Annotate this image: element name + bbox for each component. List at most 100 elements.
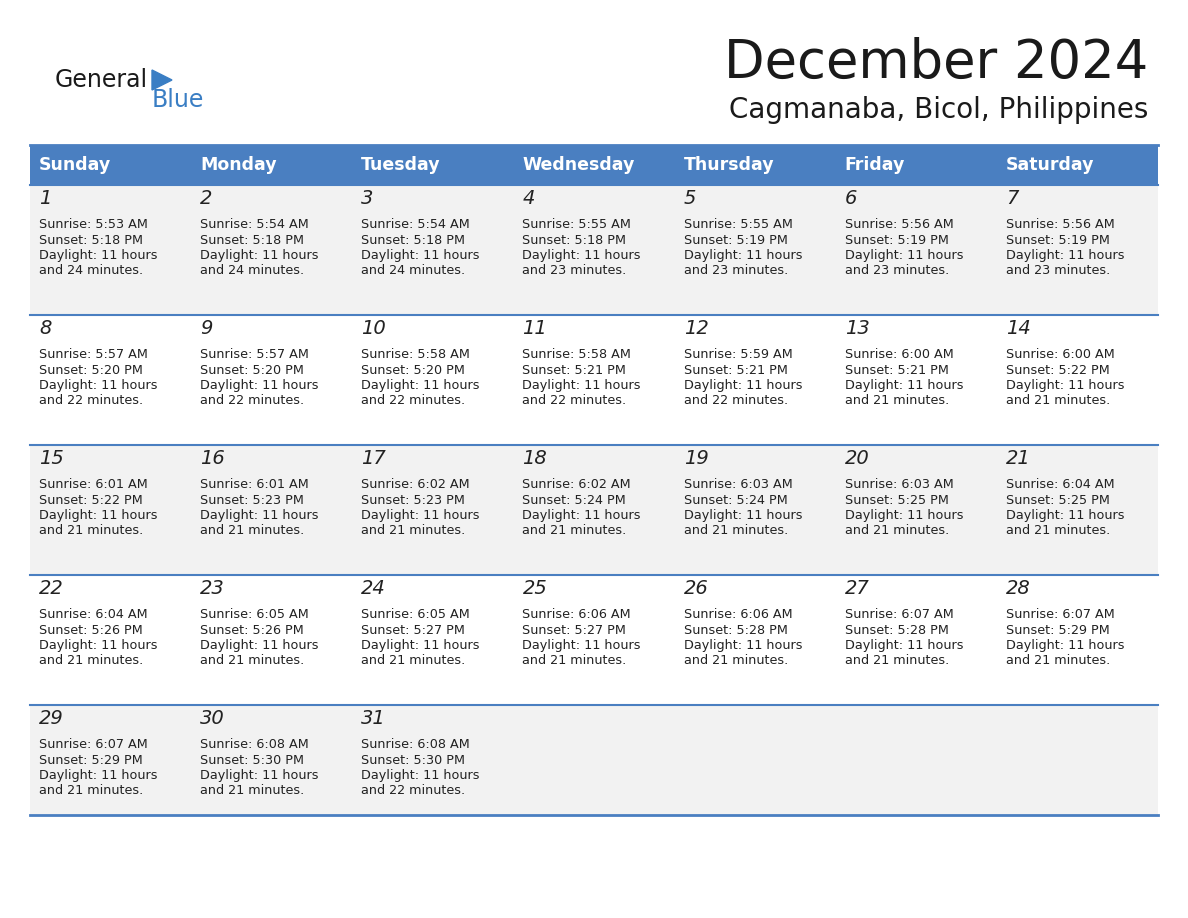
Text: and 21 minutes.: and 21 minutes. — [361, 655, 466, 667]
Text: 25: 25 — [523, 578, 548, 598]
Text: 11: 11 — [523, 319, 548, 338]
Text: Daylight: 11 hours: Daylight: 11 hours — [523, 509, 642, 522]
Text: Daylight: 11 hours: Daylight: 11 hours — [845, 379, 963, 392]
Text: 4: 4 — [523, 188, 535, 207]
Text: Daylight: 11 hours: Daylight: 11 hours — [39, 769, 158, 782]
Text: Sunset: 5:21 PM: Sunset: 5:21 PM — [683, 364, 788, 376]
Text: Sunrise: 6:00 AM: Sunrise: 6:00 AM — [845, 348, 954, 361]
Text: and 21 minutes.: and 21 minutes. — [845, 655, 949, 667]
Bar — [30, 315, 191, 445]
Bar — [513, 315, 675, 445]
Text: and 21 minutes.: and 21 minutes. — [1006, 655, 1110, 667]
Text: and 23 minutes.: and 23 minutes. — [845, 264, 949, 277]
Text: and 21 minutes.: and 21 minutes. — [200, 785, 304, 798]
Bar — [997, 315, 1158, 445]
Text: and 21 minutes.: and 21 minutes. — [1006, 524, 1110, 538]
Text: Saturday: Saturday — [1006, 156, 1094, 174]
Text: Sunset: 5:29 PM: Sunset: 5:29 PM — [1006, 623, 1110, 636]
Text: 19: 19 — [683, 449, 708, 467]
Text: 28: 28 — [1006, 578, 1031, 598]
Text: and 24 minutes.: and 24 minutes. — [200, 264, 304, 277]
Text: Sunrise: 6:07 AM: Sunrise: 6:07 AM — [39, 738, 147, 751]
Text: Sunset: 5:18 PM: Sunset: 5:18 PM — [361, 233, 466, 247]
Text: and 21 minutes.: and 21 minutes. — [200, 655, 304, 667]
Bar — [191, 575, 353, 705]
Bar — [30, 145, 191, 185]
Text: Wednesday: Wednesday — [523, 156, 634, 174]
Text: Sunset: 5:20 PM: Sunset: 5:20 PM — [361, 364, 466, 376]
Text: Cagmanaba, Bicol, Philippines: Cagmanaba, Bicol, Philippines — [728, 96, 1148, 124]
Text: Sunset: 5:25 PM: Sunset: 5:25 PM — [1006, 494, 1110, 507]
Text: Sunset: 5:20 PM: Sunset: 5:20 PM — [39, 364, 143, 376]
Text: Sunrise: 5:56 AM: Sunrise: 5:56 AM — [1006, 218, 1114, 231]
Text: and 21 minutes.: and 21 minutes. — [523, 655, 627, 667]
Text: Sunset: 5:18 PM: Sunset: 5:18 PM — [523, 233, 626, 247]
Text: Sunset: 5:18 PM: Sunset: 5:18 PM — [200, 233, 304, 247]
Text: 27: 27 — [845, 578, 870, 598]
Text: Sunset: 5:21 PM: Sunset: 5:21 PM — [845, 364, 948, 376]
Text: Daylight: 11 hours: Daylight: 11 hours — [523, 639, 642, 652]
Text: 7: 7 — [1006, 188, 1018, 207]
Text: Sunrise: 5:56 AM: Sunrise: 5:56 AM — [845, 218, 954, 231]
Text: 5: 5 — [683, 188, 696, 207]
Text: 16: 16 — [200, 449, 225, 467]
Text: Sunrise: 6:01 AM: Sunrise: 6:01 AM — [39, 478, 147, 491]
Text: 31: 31 — [361, 709, 386, 727]
Bar — [997, 145, 1158, 185]
Text: Sunrise: 6:04 AM: Sunrise: 6:04 AM — [39, 608, 147, 621]
Text: Daylight: 11 hours: Daylight: 11 hours — [361, 249, 480, 262]
Bar — [353, 315, 513, 445]
Text: Sunrise: 5:54 AM: Sunrise: 5:54 AM — [200, 218, 309, 231]
Text: and 21 minutes.: and 21 minutes. — [683, 655, 788, 667]
Bar — [997, 445, 1158, 575]
Text: Sunset: 5:27 PM: Sunset: 5:27 PM — [523, 623, 626, 636]
Text: and 22 minutes.: and 22 minutes. — [361, 395, 466, 408]
Text: Sunset: 5:30 PM: Sunset: 5:30 PM — [200, 754, 304, 767]
Bar — [675, 145, 835, 185]
Bar — [997, 575, 1158, 705]
Text: 24: 24 — [361, 578, 386, 598]
Text: Sunrise: 5:58 AM: Sunrise: 5:58 AM — [523, 348, 631, 361]
Text: Sunrise: 6:03 AM: Sunrise: 6:03 AM — [845, 478, 954, 491]
Text: Daylight: 11 hours: Daylight: 11 hours — [1006, 379, 1124, 392]
Text: Sunrise: 6:05 AM: Sunrise: 6:05 AM — [200, 608, 309, 621]
Text: 23: 23 — [200, 578, 225, 598]
Bar — [30, 185, 191, 315]
Text: 1: 1 — [39, 188, 51, 207]
Text: Daylight: 11 hours: Daylight: 11 hours — [1006, 509, 1124, 522]
Text: Sunset: 5:30 PM: Sunset: 5:30 PM — [361, 754, 466, 767]
Text: and 21 minutes.: and 21 minutes. — [361, 524, 466, 538]
Text: General: General — [55, 68, 148, 92]
Text: and 22 minutes.: and 22 minutes. — [683, 395, 788, 408]
Bar — [835, 705, 997, 815]
Text: Sunrise: 6:08 AM: Sunrise: 6:08 AM — [200, 738, 309, 751]
Text: and 23 minutes.: and 23 minutes. — [683, 264, 788, 277]
Text: Sunset: 5:28 PM: Sunset: 5:28 PM — [683, 623, 788, 636]
Bar — [30, 445, 191, 575]
Bar — [191, 445, 353, 575]
Bar — [353, 185, 513, 315]
Bar — [191, 705, 353, 815]
Bar — [513, 445, 675, 575]
Text: Daylight: 11 hours: Daylight: 11 hours — [361, 639, 480, 652]
Text: Sunset: 5:23 PM: Sunset: 5:23 PM — [200, 494, 304, 507]
Text: Sunrise: 6:03 AM: Sunrise: 6:03 AM — [683, 478, 792, 491]
Text: Monday: Monday — [200, 156, 277, 174]
Bar — [835, 445, 997, 575]
Text: Daylight: 11 hours: Daylight: 11 hours — [523, 249, 642, 262]
Text: Daylight: 11 hours: Daylight: 11 hours — [200, 769, 318, 782]
Bar — [835, 315, 997, 445]
Text: 12: 12 — [683, 319, 708, 338]
Text: Sunrise: 5:59 AM: Sunrise: 5:59 AM — [683, 348, 792, 361]
Bar — [353, 445, 513, 575]
Text: Sunrise: 5:55 AM: Sunrise: 5:55 AM — [683, 218, 792, 231]
Text: Sunset: 5:19 PM: Sunset: 5:19 PM — [683, 233, 788, 247]
Text: 3: 3 — [361, 188, 374, 207]
Text: Sunset: 5:22 PM: Sunset: 5:22 PM — [39, 494, 143, 507]
Text: Daylight: 11 hours: Daylight: 11 hours — [1006, 249, 1124, 262]
Text: 22: 22 — [39, 578, 64, 598]
Text: Daylight: 11 hours: Daylight: 11 hours — [361, 509, 480, 522]
Text: Thursday: Thursday — [683, 156, 775, 174]
Text: Daylight: 11 hours: Daylight: 11 hours — [683, 509, 802, 522]
Bar — [30, 575, 191, 705]
